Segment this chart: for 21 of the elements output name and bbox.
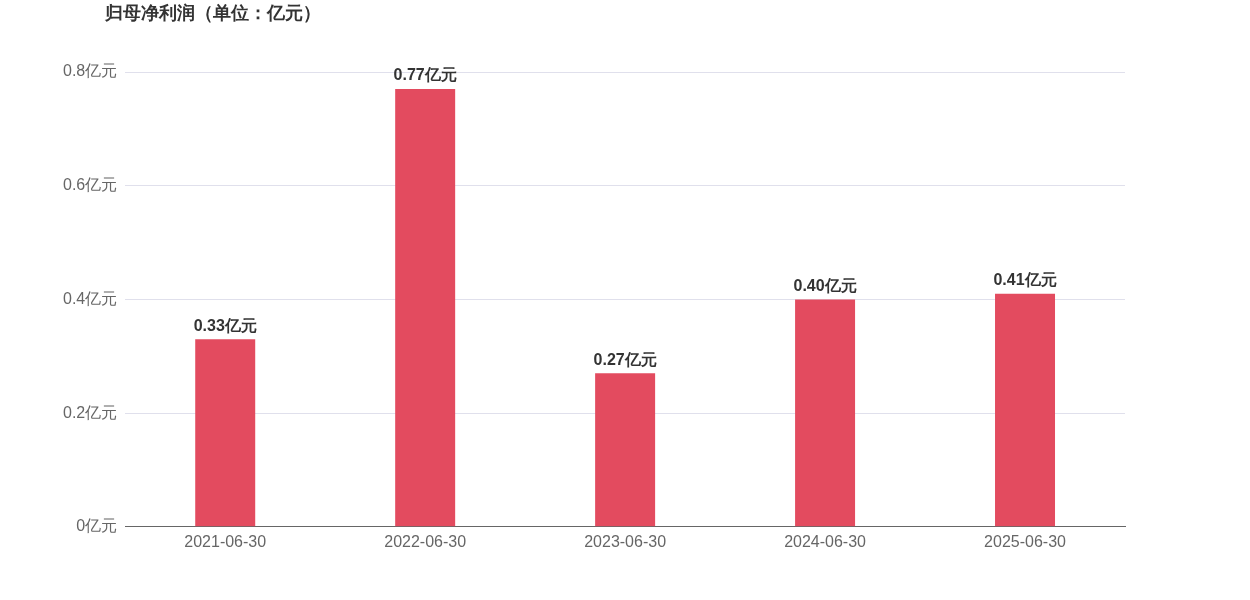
y-tick-label: 0.6亿元 (62, 176, 118, 194)
data-label: 0.41亿元 (993, 271, 1057, 289)
data-label: 0.27亿元 (593, 350, 657, 368)
y-tick-label: 0亿元 (76, 517, 118, 535)
bar (795, 299, 856, 527)
x-tick-label: 2024-06-30 (784, 532, 867, 550)
data-label: 0.33亿元 (193, 316, 257, 334)
y-tick-label: 0.8亿元 (62, 62, 118, 80)
chart-title: 归母净利润（单位：亿元） (105, 2, 321, 25)
y-tick-label: 0.4亿元 (62, 289, 118, 307)
bar (195, 339, 256, 527)
bar (595, 373, 656, 527)
y-tick-label: 0.2亿元 (62, 403, 118, 421)
x-tick-label: 2023-06-30 (584, 532, 667, 550)
bar (395, 89, 456, 527)
x-tick-label: 2025-06-30 (984, 532, 1067, 550)
x-tick-label: 2022-06-30 (384, 532, 467, 550)
data-label: 0.40亿元 (793, 276, 857, 294)
data-label: 0.77亿元 (393, 66, 457, 84)
bar (995, 293, 1056, 527)
x-tick-label: 2021-06-30 (184, 532, 267, 550)
